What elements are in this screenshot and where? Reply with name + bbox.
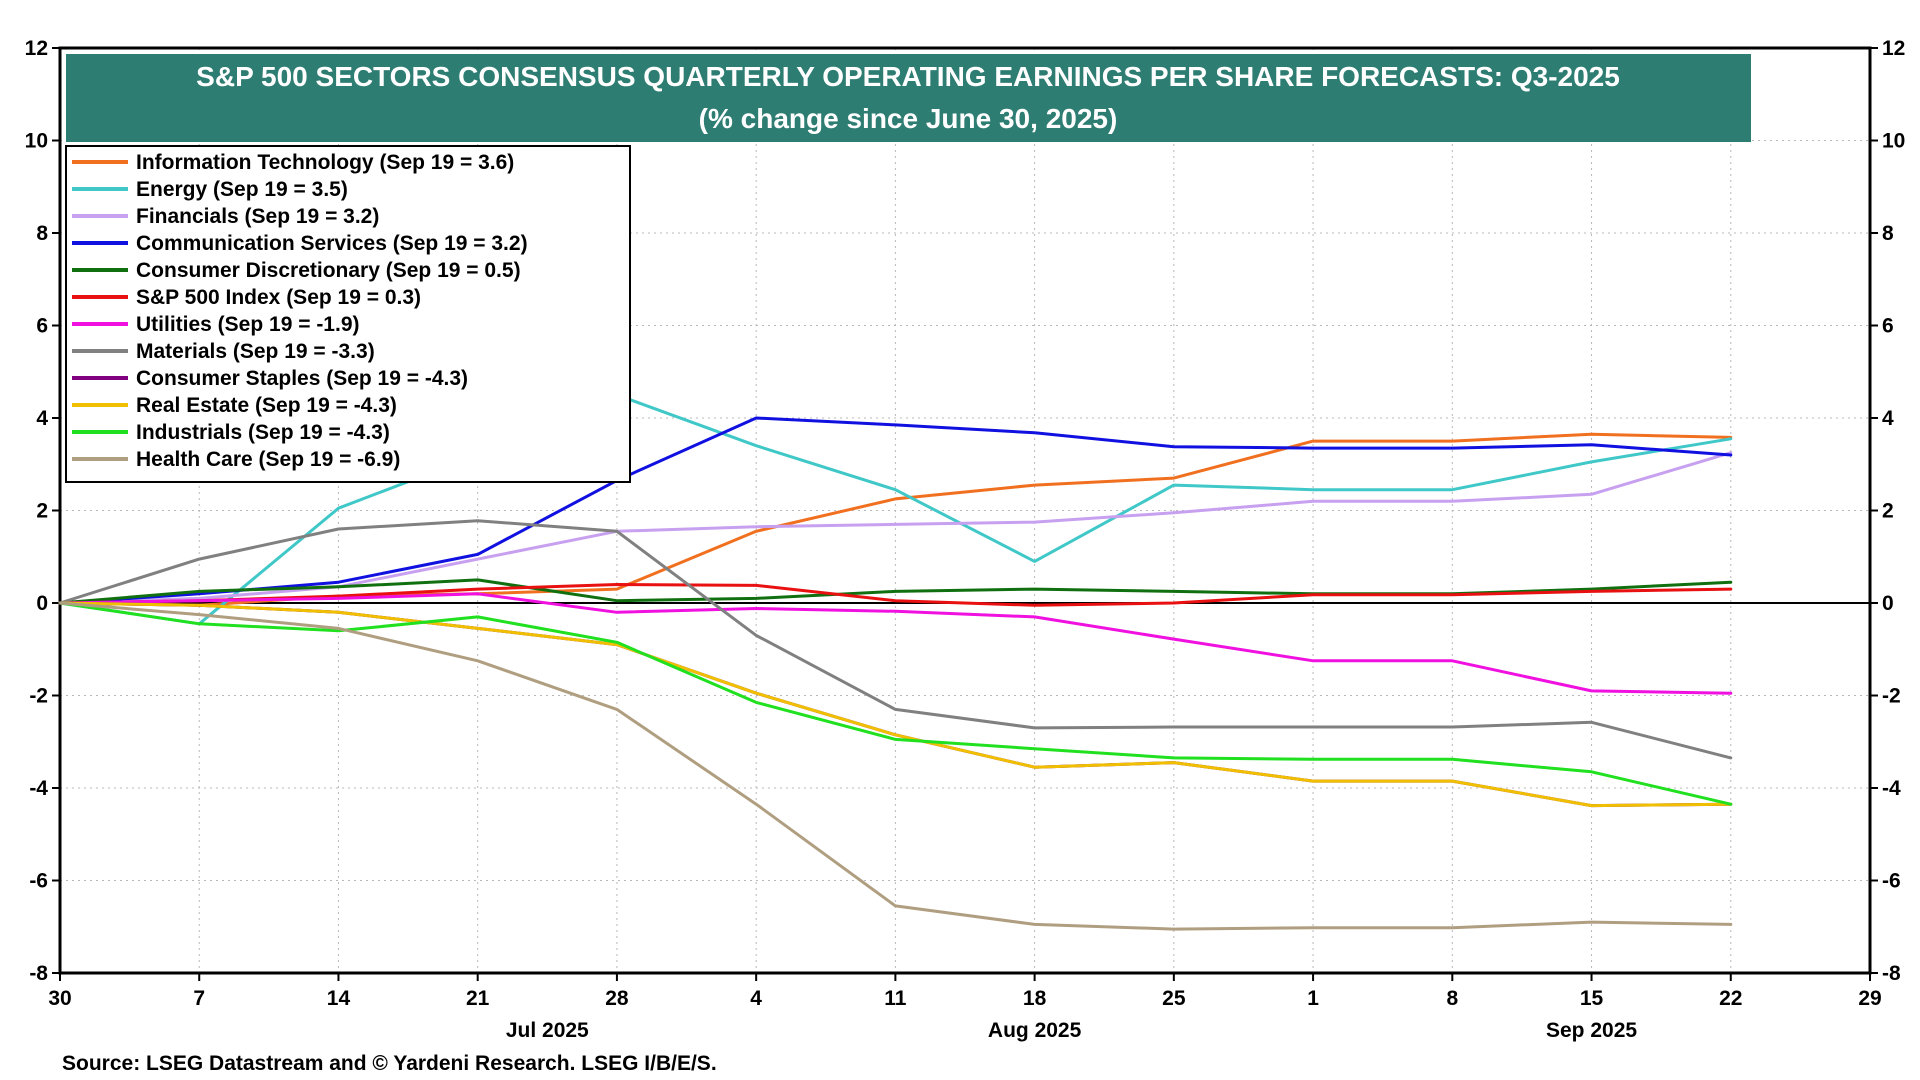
y-tick-label-right: -8 [1882, 962, 1901, 985]
legend-label-9: Real Estate (Sep 19 = -4.3) [136, 394, 397, 417]
legend-label-11: Health Care (Sep 19 = -6.9) [136, 448, 400, 471]
y-tick-label-left: -6 [29, 870, 48, 893]
y-tick-label-right: -2 [1882, 685, 1901, 708]
y-tick-label-left: 2 [36, 500, 48, 523]
legend-label-2: Financials (Sep 19 = 3.2) [136, 205, 379, 228]
month-label: Aug 2025 [988, 1019, 1082, 1042]
legend-label-3: Communication Services (Sep 19 = 3.2) [136, 232, 528, 255]
x-tick-label: 28 [605, 987, 629, 1010]
y-tick-label-left: 6 [36, 315, 48, 338]
series-line-11 [58, 601, 1733, 931]
y-tick-label-left: 4 [36, 407, 48, 430]
source-note: Source: LSEG Datastream and © Yardeni Re… [62, 1052, 717, 1075]
series-line-10 [58, 601, 1733, 806]
y-tick-label-left: 8 [36, 222, 48, 245]
x-tick-label: 4 [750, 987, 762, 1010]
series-line-6 [58, 592, 1733, 695]
legend: Information Technology (Sep 19 = 3.6) Ene… [65, 145, 631, 483]
y-tick-label-right: 4 [1882, 407, 1894, 430]
y-tick-label-right: 8 [1882, 222, 1894, 245]
y-tick-label-left: -2 [29, 685, 48, 708]
x-tick-label: 18 [1023, 987, 1047, 1010]
x-tick-label: 11 [884, 987, 907, 1010]
x-tick-label: 22 [1719, 987, 1742, 1010]
legend-label-7: Materials (Sep 19 = -3.3) [136, 340, 375, 363]
y-tick-label-right: 0 [1882, 592, 1894, 615]
x-tick-label: 8 [1446, 987, 1458, 1010]
series-line-1 [58, 393, 1733, 626]
legend-label-1: Energy (Sep 19 = 3.5) [136, 178, 348, 201]
x-tick-label: 30 [48, 987, 71, 1010]
y-tick-label-right: 12 [1882, 37, 1905, 60]
legend-label-8: Consumer Staples (Sep 19 = -4.3) [136, 367, 468, 390]
month-label: Sep 2025 [1546, 1019, 1637, 1042]
chart-title: S&P 500 SECTORS CONSENSUS QUARTERLY OPER… [196, 61, 1620, 92]
y-tick-label-right: 6 [1882, 315, 1894, 338]
y-tick-label-left: -4 [29, 777, 48, 800]
y-tick-label-right: -6 [1882, 870, 1901, 893]
y-tick-label-right: -4 [1882, 777, 1901, 800]
x-tick-label: 7 [193, 987, 205, 1010]
legend-label-0: Information Technology (Sep 19 = 3.6) [136, 151, 514, 174]
legend-label-6: Utilities (Sep 19 = -1.9) [136, 313, 360, 336]
x-tick-label: 14 [327, 987, 351, 1010]
chart-subtitle: (% change since June 30, 2025) [699, 103, 1118, 134]
month-label: Jul 2025 [506, 1019, 589, 1042]
series-line-3 [58, 416, 1733, 605]
series-line-7 [58, 519, 1733, 760]
y-tick-label-left: 12 [25, 37, 48, 60]
legend-label-4: Consumer Discretionary (Sep 19 = 0.5) [136, 259, 521, 282]
x-tick-label: 21 [466, 987, 490, 1010]
y-tick-label-right: 10 [1882, 130, 1905, 153]
y-tick-label-left: 0 [36, 592, 48, 615]
series-line-5 [58, 583, 1733, 607]
y-tick-label-left: -8 [29, 962, 48, 985]
legend-box [65, 145, 631, 483]
x-tick-label: 15 [1580, 987, 1604, 1010]
y-tick-label-right: 2 [1882, 500, 1894, 523]
legend-label-5: S&P 500 Index (Sep 19 = 0.3) [136, 286, 421, 309]
title-box: S&P 500 SECTORS CONSENSUS QUARTERLY OPER… [66, 54, 1751, 142]
title-background [66, 54, 1751, 142]
series-line-9 [58, 601, 1733, 808]
y-tick-label-left: 10 [25, 130, 48, 153]
x-tick-label: 25 [1162, 987, 1186, 1010]
series-lines [58, 393, 1733, 931]
legend-label-10: Industrials (Sep 19 = -4.3) [136, 421, 390, 444]
x-tick-label: 29 [1858, 987, 1881, 1010]
x-tick-label: 1 [1307, 987, 1319, 1010]
